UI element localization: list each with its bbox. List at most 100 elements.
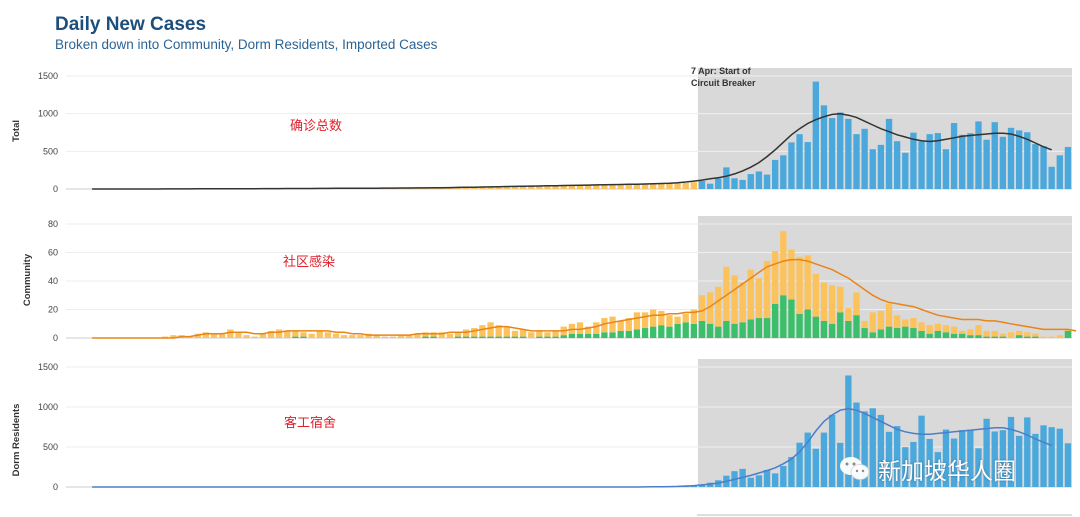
bar-segment-green (1032, 336, 1039, 338)
bar-segment-green (885, 326, 893, 338)
bar-segment-green (975, 335, 982, 338)
bar (796, 442, 803, 487)
overlay-label: 社区感染 (283, 254, 335, 270)
bar-segment-green (487, 336, 494, 338)
bar (893, 141, 901, 189)
bar-segment-orange (625, 318, 632, 331)
bar-segment-orange (267, 330, 275, 338)
bar-segment-green (853, 315, 860, 338)
bar-segment-orange (828, 285, 836, 324)
bar (1032, 433, 1039, 487)
chart-panel-2: 0 20 40 60 80 Community 社区感染 (22, 216, 1077, 343)
bar-segment-orange (723, 266, 730, 321)
bar-segment-orange (251, 336, 258, 338)
bar-segment-orange (983, 330, 990, 337)
bar (763, 469, 771, 487)
bar-segment-orange (414, 333, 421, 338)
bar-segment-green (820, 320, 828, 338)
trend-line (92, 258, 1077, 339)
bar (698, 181, 706, 189)
bar-segment-green (755, 318, 763, 338)
bar-segment-orange (316, 330, 323, 338)
bar (1015, 435, 1023, 487)
y-axis-label: Dorm Residents (11, 404, 22, 477)
bar-segment-green (479, 336, 486, 338)
bar-segment-orange (365, 333, 372, 338)
bar-segment-orange (837, 286, 844, 313)
bar-segment-green (593, 333, 600, 338)
bar-segment-green (471, 336, 478, 338)
bar-segment-green (1064, 330, 1072, 338)
bar-segment-orange (300, 332, 307, 337)
bar (877, 144, 885, 189)
bar (755, 475, 763, 487)
bar (869, 149, 876, 189)
bar (780, 155, 787, 189)
bar-segment-orange (406, 335, 413, 338)
bar-segment-orange (219, 333, 226, 338)
bar-segment-green (837, 312, 844, 338)
bar-segment-green (918, 330, 925, 338)
bar-segment-orange (950, 326, 958, 334)
bar-segment-orange (926, 325, 933, 334)
bar-segment-orange (1015, 330, 1023, 336)
bar (820, 432, 828, 487)
bar-segment-green (706, 323, 714, 338)
bar-segment-green (804, 309, 811, 338)
trend-line (92, 112, 1052, 190)
trend-line (92, 407, 1052, 488)
bar-segment-orange (381, 336, 388, 338)
bar-segment-orange (552, 330, 559, 337)
bar-segment-green (934, 330, 941, 338)
bar-segment-orange (479, 325, 486, 337)
bar-segment-green (926, 333, 933, 338)
bar-segment-green (991, 336, 998, 338)
bar-segment-orange (519, 329, 527, 337)
bar (763, 174, 771, 189)
bar (918, 141, 925, 189)
bar-segment-orange (633, 312, 641, 330)
bar (519, 186, 527, 189)
bar (731, 178, 738, 189)
y-tick-label: 80 (48, 219, 58, 229)
bar-segment-green (877, 329, 885, 338)
bar-segment-orange (227, 329, 234, 338)
bar (715, 178, 722, 189)
chart-panel-3: 0 500 1000 1500 Dorm Residents 客工宿舍 (11, 359, 1072, 492)
bar (983, 418, 990, 487)
bar-segment-orange (820, 282, 828, 321)
bar-segment-green (300, 336, 307, 338)
bar-segment-green (698, 320, 706, 338)
bar-segment-orange (503, 326, 510, 337)
bar-segment-orange (902, 319, 909, 327)
bar-segment-orange (999, 333, 1007, 337)
y-tick-label: 1000 (38, 109, 58, 119)
bar (747, 174, 754, 189)
bar-segment-orange (650, 309, 657, 327)
bar (804, 432, 811, 487)
y-tick-label: 0 (53, 333, 58, 343)
bar-segment-orange (357, 335, 364, 338)
bar-segment-green (462, 336, 470, 338)
bar-segment-green (560, 335, 567, 338)
bar (828, 415, 836, 487)
bar (845, 375, 852, 487)
bar (495, 186, 502, 189)
bar (462, 187, 470, 189)
bar-segment-orange (324, 332, 332, 338)
bar (772, 473, 779, 487)
bar-segment-orange (788, 249, 795, 300)
bar-segment-green (292, 336, 299, 338)
bar-segment-green (511, 336, 519, 338)
bar-segment-green (495, 336, 502, 338)
bar (690, 485, 698, 487)
bar (828, 118, 836, 189)
bar-segment-orange (780, 231, 787, 296)
bar (804, 142, 811, 189)
bar (812, 81, 820, 189)
bar-segment-orange (739, 282, 746, 323)
bar-segment-orange (340, 335, 348, 338)
bar (991, 431, 998, 487)
bar (780, 466, 787, 487)
